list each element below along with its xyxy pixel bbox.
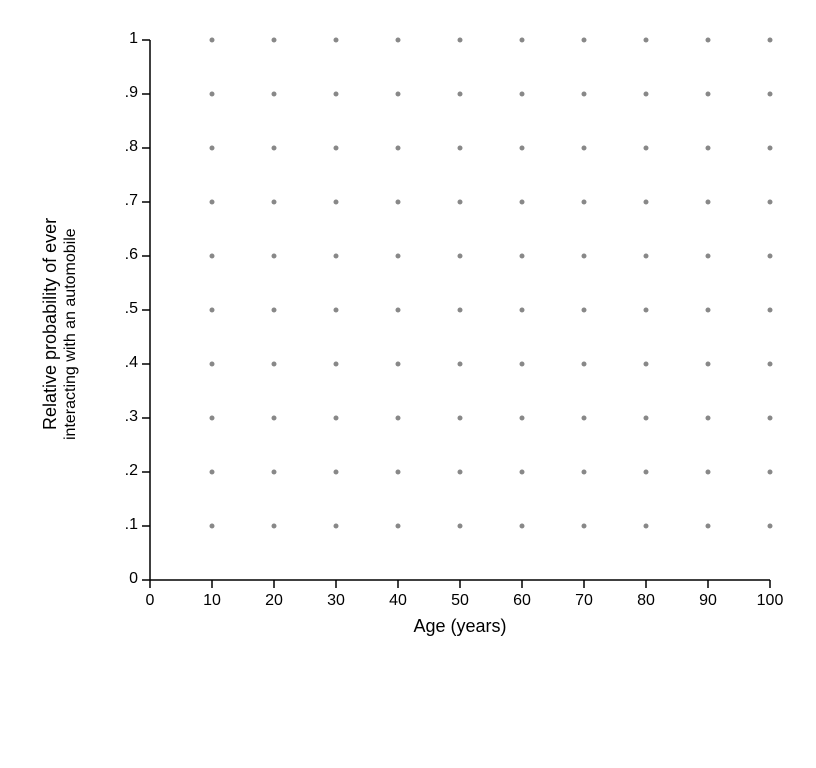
x-tick-label: 100 [757,592,784,610]
x-tick-label: 0 [146,592,155,610]
y-tick-label: .2 [78,462,138,480]
x-tick-label: 90 [699,592,717,610]
y-tick-label: .8 [78,138,138,156]
y-tick-label: .5 [78,300,138,318]
x-tick-label: 10 [203,592,221,610]
y-tick-label: .4 [78,354,138,372]
x-tick-label: 80 [637,592,655,610]
y-tick-label: .1 [78,516,138,534]
x-axis-title: Age (years) [400,616,520,637]
x-tick-label: 60 [513,592,531,610]
x-tick-label: 30 [327,592,345,610]
x-tick-label: 40 [389,592,407,610]
scatter-chart [0,0,816,768]
x-tick-label: 20 [265,592,283,610]
y-tick-label: 0 [78,570,138,588]
y-axis-title-line1: Relative probability of ever [40,218,61,430]
y-tick-label: .7 [78,192,138,210]
y-tick-label: .3 [78,408,138,426]
x-tick-label: 50 [451,592,469,610]
x-tick-label: 70 [575,592,593,610]
y-tick-label: 1 [78,30,138,48]
y-axis-title-line2: interacting with an automobile [62,228,80,440]
y-tick-label: .6 [78,246,138,264]
y-tick-label: .9 [78,84,138,102]
